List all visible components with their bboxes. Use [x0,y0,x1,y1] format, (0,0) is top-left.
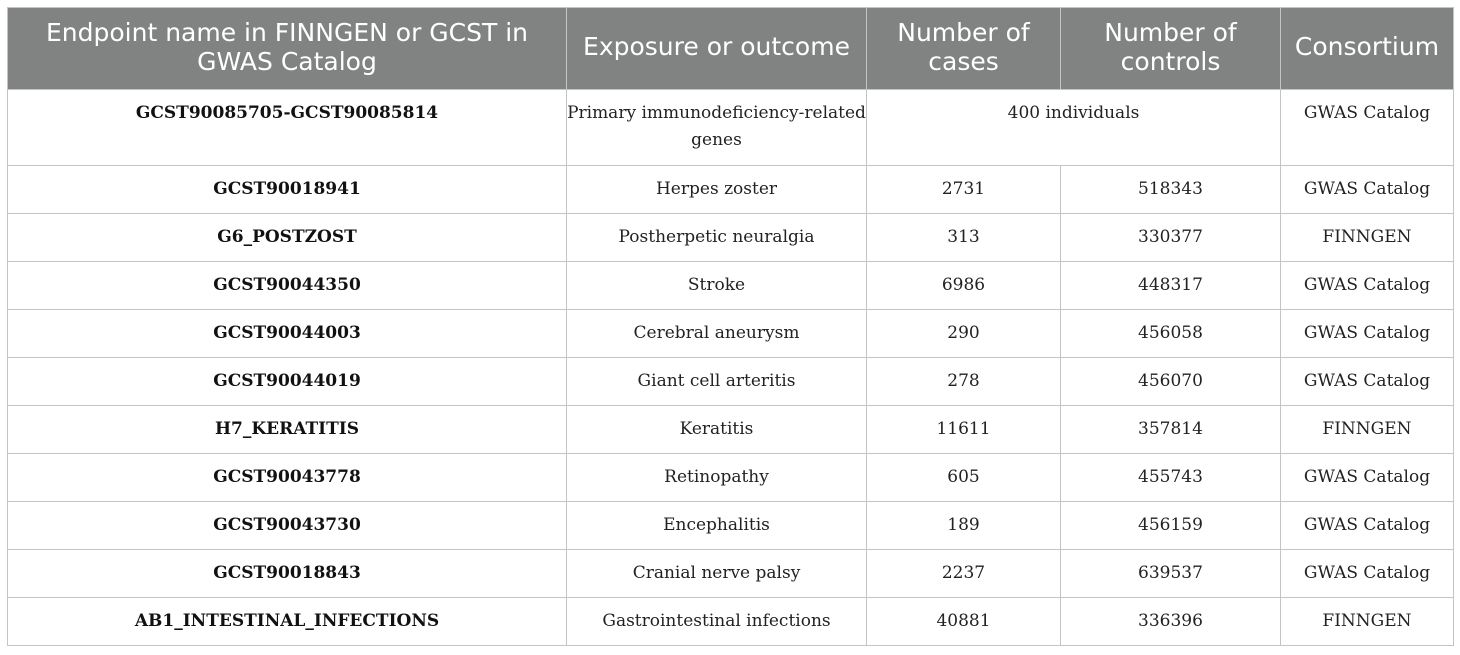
cell-controls: 456159 [1060,501,1281,550]
cell-controls: 455743 [1060,453,1281,502]
cell-exposure: Encephalitis [566,501,867,550]
table-row: AB1_INTESTINAL_INFECTIONS Gastrointestina… [7,597,1454,646]
cell-cases: 2731 [866,165,1061,214]
cell-consortium: GWAS Catalog [1280,261,1454,310]
header-row: Endpoint name in FINNGEN or GCST in GWAS… [7,7,1454,90]
header-consortium: Consortium [1280,7,1454,90]
cell-exposure: Cerebral aneurysm [566,309,867,358]
cell-sample-size: 400 individuals [866,89,1281,166]
cell-exposure: Retinopathy [566,453,867,502]
cell-controls: 518343 [1060,165,1281,214]
table-row: GCST90043778 Retinopathy 605 455743 GWAS Cat… [7,453,1454,502]
cell-cases: 189 [866,501,1061,550]
cell-endpoint: GCST90085705-GCST90085814 [7,89,567,166]
cell-endpoint: H7_KERATITIS [7,405,567,454]
table-row: GCST90044003 Cerebral aneurysm 290 456058 GW… [7,309,1454,358]
cell-exposure: Primary immunodeficiency-related genes [566,89,867,166]
cell-endpoint: GCST90018843 [7,549,567,598]
cell-exposure: Giant cell arteritis [566,357,867,406]
cell-cases: 278 [866,357,1061,406]
table-row: GCST90043730 Encephalitis 189 456159 GWAS Ca… [7,501,1454,550]
cell-endpoint: GCST90018941 [7,165,567,214]
cell-controls: 639537 [1060,549,1281,598]
data-table: Endpoint name in FINNGEN or GCST in GWAS… [7,7,1454,646]
cell-cases: 6986 [866,261,1061,310]
cell-controls: 336396 [1060,597,1281,646]
cell-consortium: GWAS Catalog [1280,309,1454,358]
cell-cases: 2237 [866,549,1061,598]
cell-consortium: FINNGEN [1280,213,1454,262]
header-cases: Number of cases [866,7,1061,90]
cell-cases: 11611 [866,405,1061,454]
header-exposure: Exposure or outcome [566,7,867,90]
cell-consortium: GWAS Catalog [1280,549,1454,598]
header-endpoint: Endpoint name in FINNGEN or GCST in GWAS… [7,7,567,90]
table-row: G6_POSTZOST Postherpetic neuralgia 313 3303… [7,213,1454,262]
cell-consortium: GWAS Catalog [1280,165,1454,214]
cell-exposure: Herpes zoster [566,165,867,214]
cell-consortium: GWAS Catalog [1280,453,1454,502]
cell-endpoint: GCST90044019 [7,357,567,406]
cell-endpoint: GCST90043778 [7,453,567,502]
cell-endpoint: GCST90043730 [7,501,567,550]
table-header: Endpoint name in FINNGEN or GCST in GWAS… [7,7,1454,90]
cell-controls: 456070 [1060,357,1281,406]
cell-consortium: GWAS Catalog [1280,501,1454,550]
cell-consortium: FINNGEN [1280,405,1454,454]
table-body: GCST90085705-GCST90085814 Primary immuno… [7,89,1454,646]
cell-exposure: Cranial nerve palsy [566,549,867,598]
cell-controls: 456058 [1060,309,1281,358]
table-row: GCST90018941 Herpes zoster 2731 518343 GWAS … [7,165,1454,214]
cell-consortium: GWAS Catalog [1280,357,1454,406]
cell-controls: 330377 [1060,213,1281,262]
cell-endpoint: AB1_INTESTINAL_INFECTIONS [7,597,567,646]
cell-cases: 40881 [866,597,1061,646]
cell-cases: 313 [866,213,1061,262]
cell-exposure: Postherpetic neuralgia [566,213,867,262]
header-controls: Number of controls [1060,7,1281,90]
cell-consortium: FINNGEN [1280,597,1454,646]
cell-exposure: Stroke [566,261,867,310]
table-row: H7_KERATITIS Keratitis 11611 357814 FINNGEN [7,405,1454,454]
cell-endpoint: GCST90044003 [7,309,567,358]
table-row: GCST90044350 Stroke 6986 448317 GWAS Catalog [7,261,1454,310]
table-row: GCST90044019 Giant cell arteritis 278 45607… [7,357,1454,406]
cell-endpoint: G6_POSTZOST [7,213,567,262]
cell-cases: 290 [866,309,1061,358]
cell-endpoint: GCST90044350 [7,261,567,310]
table-row: GCST90085705-GCST90085814 Primary immuno… [7,89,1454,166]
cell-controls: 448317 [1060,261,1281,310]
cell-cases: 605 [866,453,1061,502]
cell-consortium: GWAS Catalog [1280,89,1454,166]
cell-exposure: Keratitis [566,405,867,454]
table-row: GCST90018843 Cranial nerve palsy 2237 63953… [7,549,1454,598]
cell-controls: 357814 [1060,405,1281,454]
cell-exposure: Gastrointestinal infections [566,597,867,646]
